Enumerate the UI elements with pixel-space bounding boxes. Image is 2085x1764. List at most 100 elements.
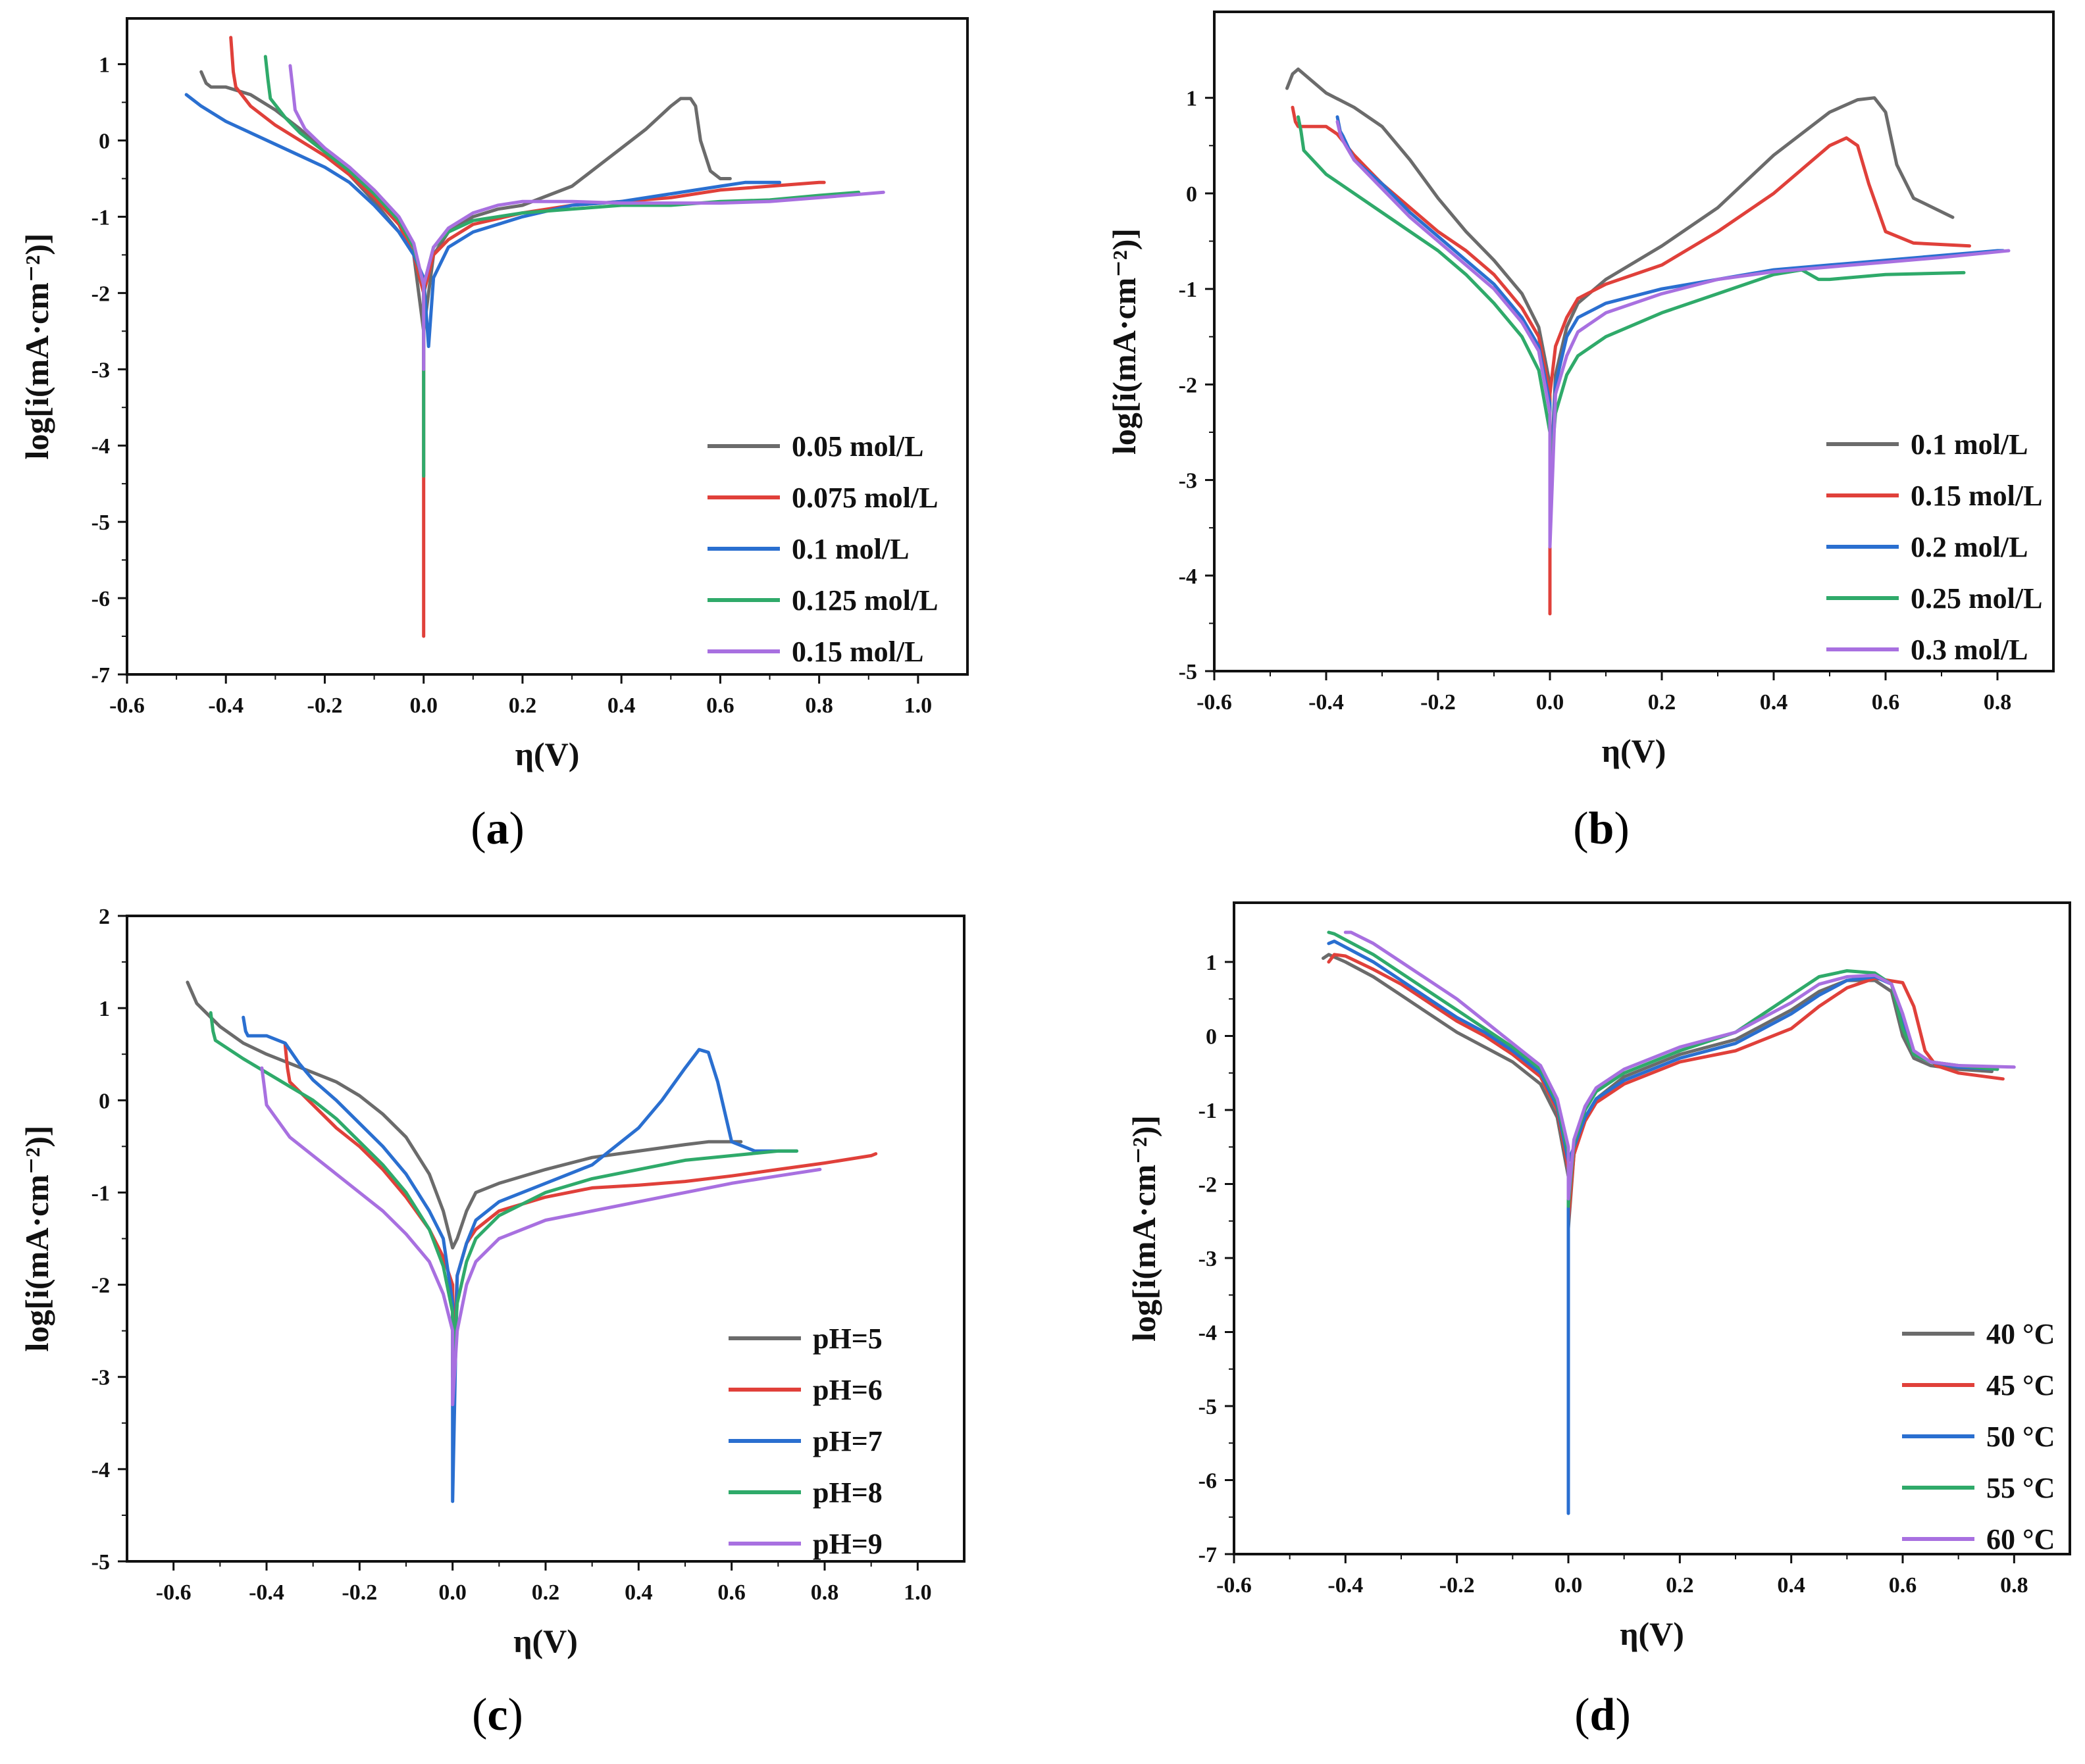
y-tick-label: -4 — [1198, 1321, 1217, 1346]
y-axis-title: log[i(mA·cm⁻²)] — [18, 1125, 55, 1351]
legend-label: pH=7 — [813, 1425, 883, 1457]
y-tick-label: 1 — [99, 997, 110, 1021]
panel-label-b: (b) — [1573, 803, 1630, 854]
series-line-0-125-mol-L — [263, 55, 861, 478]
panel-b: -0.6 -0.4 -0.2 0.0 0.2 0.4 0.6 0.8 -5 -4 -3 -2 -1 0 1 η… — [1106, 11, 2055, 854]
y-tick-label: -2 — [91, 282, 110, 306]
legend-label: 0.25 mol/L — [1911, 582, 2042, 615]
x-tick-label: -0.2 — [307, 693, 343, 718]
legend-label: pH=5 — [813, 1323, 883, 1355]
legend-label: 0.3 mol/L — [1911, 634, 2028, 666]
y-tick-label: 0 — [99, 129, 110, 153]
legend-label: 0.1 mol/L — [1911, 428, 2028, 461]
panel-d: -0.6 -0.4 -0.2 0.0 0.2 0.4 0.6 0.8 -7 -6 -5 -4 -3 -2 -… — [1125, 901, 2071, 1740]
legend-label: 55 °C — [1986, 1472, 2055, 1504]
legend-label: pH=8 — [813, 1476, 883, 1509]
x-axis-title: η(V) — [1620, 1615, 1684, 1652]
plot-frame — [1213, 11, 2055, 672]
x-tick-label: -0.4 — [249, 1580, 284, 1605]
series-line-0-1-mol-L — [184, 93, 782, 348]
legend-label: 60 °C — [1986, 1523, 2055, 1555]
x-tick-label: 0.0 — [409, 693, 438, 718]
x-tick-label: 1.0 — [904, 1580, 932, 1605]
series-line-0-15-mol-L — [1291, 105, 1971, 616]
y-tick-label: -3 — [1198, 1247, 1217, 1271]
legend-label: 0.1 mol/L — [792, 533, 909, 565]
legend-label: pH=9 — [813, 1528, 883, 1560]
y-tick-label: -7 — [91, 663, 110, 688]
x-tick-label: 0.6 — [706, 693, 734, 718]
series-line-0-3-mol-L — [1335, 120, 2011, 549]
y-tick-label: -5 — [1198, 1395, 1217, 1419]
x-tick-label: 0.4 — [1760, 690, 1788, 715]
x-tick-label: 0.2 — [1648, 690, 1676, 715]
panel-label-d: (d) — [1574, 1690, 1631, 1740]
y-tick-label: -5 — [1179, 660, 1197, 684]
y-tick-label: -4 — [91, 434, 110, 459]
y-tick-label: -1 — [91, 1181, 110, 1205]
x-tick-label: 0.0 — [1555, 1573, 1583, 1598]
x-tick-label: 0.6 — [1872, 690, 1900, 715]
y-tick-label: 1 — [99, 53, 110, 78]
y-tick-label: -7 — [1198, 1543, 1217, 1567]
legend-label: 40 °C — [1986, 1318, 2055, 1350]
plot-frame — [126, 17, 969, 676]
x-tick-label: 0.4 — [1777, 1573, 1805, 1598]
series-line-pH-5 — [186, 980, 743, 1249]
x-tick-label: 0.0 — [1536, 690, 1564, 715]
y-axis-title: log[i(mA·cm⁻²)] — [18, 233, 55, 459]
x-tick-label: 0.4 — [625, 1580, 653, 1605]
plot-frame — [1233, 901, 2071, 1555]
y-tick-label: -5 — [91, 511, 110, 535]
y-tick-label: -1 — [91, 205, 110, 230]
series-line-pH-7 — [242, 1015, 799, 1503]
x-tick-label: -0.4 — [1308, 690, 1344, 715]
x-tick-label: 0.8 — [811, 1580, 839, 1605]
legend-label: 0.05 mol/L — [792, 430, 923, 463]
y-tick-label: -6 — [1198, 1469, 1217, 1494]
series-line-pH-6 — [283, 1043, 878, 1379]
series-line-0-075-mol-L — [229, 36, 826, 638]
x-tick-label: -0.6 — [1197, 690, 1232, 715]
y-tick-label: 0 — [1186, 182, 1197, 207]
x-tick-label: -0.4 — [1327, 1573, 1363, 1598]
y-tick-label: 1 — [1206, 951, 1217, 975]
y-tick-label: -1 — [1198, 1099, 1217, 1123]
legend-label: 50 °C — [1986, 1421, 2055, 1453]
y-axis-title: log[i(mA·cm⁻²)] — [1125, 1115, 1162, 1342]
y-tick-label: -4 — [91, 1458, 110, 1482]
legend-label: 0.15 mol/L — [792, 636, 923, 668]
y-tick-label: -4 — [1179, 565, 1197, 589]
y-tick-label: -6 — [91, 587, 110, 611]
legend-label: 0.2 mol/L — [1911, 531, 2028, 563]
y-axis-title: log[i(mA·cm⁻²)] — [1106, 228, 1143, 455]
y-tick-label: -2 — [1198, 1173, 1217, 1197]
panel-c: -0.6 -0.4 -0.2 0.0 0.2 0.4 0.6 0.8 1.0 -5 -4 -3 -2 -1… — [18, 905, 965, 1740]
y-tick-label: 2 — [99, 905, 110, 929]
series-line-0-1-mol-L — [1285, 67, 1955, 501]
x-tick-label: -0.4 — [208, 693, 244, 718]
series-line-60-C — [1343, 930, 2016, 1201]
x-tick-label: -0.6 — [156, 1580, 192, 1605]
y-tick-label: 1 — [1186, 87, 1197, 111]
y-tick-label: 0 — [99, 1089, 110, 1113]
y-tick-label: -5 — [91, 1550, 110, 1575]
legend-label: 0.075 mol/L — [792, 482, 938, 514]
plot-frame — [126, 915, 965, 1563]
panel-label-a: (a) — [471, 803, 525, 854]
x-tick-label: 0.4 — [607, 693, 636, 718]
legend-label: 0.15 mol/L — [1911, 480, 2042, 512]
legend-label: 0.125 mol/L — [792, 584, 938, 617]
x-tick-label: -0.6 — [109, 693, 145, 718]
series-line-pH-8 — [209, 1011, 799, 1379]
x-tick-label: 1.0 — [904, 693, 933, 718]
x-tick-label: -0.2 — [342, 1580, 377, 1605]
x-axis-title: η(V) — [513, 1623, 578, 1659]
x-tick-label: -0.2 — [1439, 1573, 1475, 1598]
x-tick-label: 0.6 — [1889, 1573, 1917, 1598]
y-tick-label: -2 — [1179, 373, 1197, 397]
y-tick-label: -2 — [91, 1274, 110, 1298]
x-axis-title: η(V) — [515, 736, 580, 772]
x-tick-label: 0.2 — [509, 693, 537, 718]
